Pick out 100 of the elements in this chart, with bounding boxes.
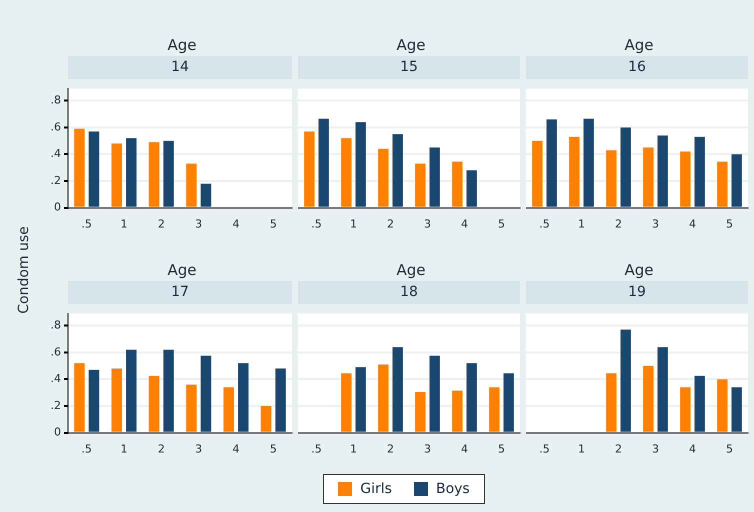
bar bbox=[466, 170, 477, 207]
x-tick-label: .5 bbox=[311, 442, 322, 456]
chart-title: Age bbox=[166, 260, 198, 281]
y-axis-title: Condom use bbox=[16, 226, 32, 314]
bar bbox=[304, 131, 314, 207]
bar bbox=[163, 350, 174, 432]
chart-subtitle: 14 bbox=[68, 56, 292, 79]
chart-title: Age bbox=[166, 35, 198, 56]
legend-label: Girls bbox=[360, 481, 392, 497]
bar bbox=[680, 387, 690, 432]
x-tick-label: 4 bbox=[461, 442, 468, 456]
bar bbox=[126, 138, 137, 207]
bar bbox=[504, 373, 514, 432]
x-tick-label: 5 bbox=[498, 442, 505, 456]
x-tick-label: 3 bbox=[424, 217, 431, 230]
bar bbox=[658, 347, 668, 432]
x-tick-label: 5 bbox=[270, 442, 277, 456]
bar bbox=[260, 406, 272, 432]
bar bbox=[238, 363, 249, 432]
y-tick-label: .8 bbox=[50, 94, 61, 107]
y-tick-label: 0 bbox=[54, 426, 61, 439]
x-tick-label: 1 bbox=[578, 217, 585, 230]
x-tick-label: 4 bbox=[232, 442, 240, 456]
y-tick-label: .4 bbox=[50, 372, 61, 386]
bar bbox=[200, 184, 212, 207]
bar bbox=[200, 356, 212, 432]
x-tick-label: 3 bbox=[652, 442, 659, 456]
x-tick-label: 2 bbox=[158, 217, 165, 230]
chart-subtitle: 16 bbox=[526, 56, 748, 79]
bar bbox=[88, 370, 100, 432]
bar bbox=[452, 162, 462, 207]
y-tick-label: 0 bbox=[54, 200, 61, 214]
x-tick-label: 2 bbox=[615, 442, 622, 456]
bar bbox=[318, 118, 329, 207]
bar bbox=[163, 140, 174, 207]
bar bbox=[732, 387, 742, 432]
bar bbox=[148, 142, 160, 207]
x-tick-label: .5 bbox=[81, 217, 92, 230]
x-tick-label: .5 bbox=[311, 217, 322, 230]
bar bbox=[223, 387, 234, 432]
bar bbox=[341, 138, 352, 207]
bar bbox=[356, 122, 366, 207]
x-tick-label: 3 bbox=[195, 217, 202, 230]
x-tick-label: 5 bbox=[726, 442, 733, 456]
bar bbox=[415, 164, 426, 207]
x-tick-label: 5 bbox=[498, 217, 505, 230]
y-tick-label: .6 bbox=[50, 345, 61, 358]
bar bbox=[392, 134, 403, 207]
bar bbox=[717, 379, 728, 432]
bar bbox=[378, 364, 388, 432]
x-tick-label: .5 bbox=[81, 442, 92, 456]
chart-subtitle: 18 bbox=[298, 281, 520, 304]
x-tick-label: .5 bbox=[539, 217, 550, 230]
bar bbox=[186, 164, 197, 207]
chart-title: Age bbox=[623, 260, 654, 281]
chart-subtitle: 19 bbox=[526, 281, 748, 304]
y-tick-label: .4 bbox=[50, 147, 61, 160]
bar bbox=[88, 131, 100, 207]
bar bbox=[452, 390, 462, 432]
x-tick-label: 1 bbox=[120, 217, 128, 230]
chart-title: Age bbox=[395, 260, 426, 281]
x-tick-label: .5 bbox=[539, 442, 550, 456]
bar bbox=[489, 387, 500, 432]
bar bbox=[643, 366, 654, 432]
chart-title: Age bbox=[623, 35, 654, 56]
x-tick-label: 1 bbox=[120, 442, 128, 456]
x-tick-label: 4 bbox=[461, 217, 468, 230]
x-tick-label: 3 bbox=[652, 217, 659, 230]
y-tick-label: .2 bbox=[50, 174, 61, 187]
bar bbox=[430, 148, 440, 207]
bar bbox=[74, 128, 85, 207]
bar bbox=[392, 347, 403, 432]
x-tick-label: 3 bbox=[424, 442, 431, 456]
x-tick-label: 4 bbox=[689, 217, 696, 230]
bar bbox=[356, 367, 366, 432]
x-tick-label: 2 bbox=[387, 442, 394, 456]
y-tick-label: .8 bbox=[50, 318, 61, 332]
x-tick-label: 2 bbox=[615, 217, 622, 230]
legend-label: Boys bbox=[436, 481, 470, 497]
x-tick-label: 2 bbox=[158, 442, 165, 456]
x-tick-label: 4 bbox=[689, 442, 696, 456]
bar bbox=[466, 363, 477, 432]
bar bbox=[694, 376, 705, 432]
x-tick-label: 1 bbox=[350, 217, 357, 230]
bar bbox=[275, 368, 286, 432]
chart-title: Age bbox=[395, 35, 426, 56]
bar bbox=[148, 376, 160, 432]
bar bbox=[415, 392, 426, 432]
chart-subtitle: 17 bbox=[68, 281, 292, 304]
bar bbox=[341, 373, 352, 432]
x-tick-label: 4 bbox=[232, 217, 240, 230]
bar bbox=[620, 330, 631, 432]
chart-subtitle: 15 bbox=[298, 56, 520, 79]
y-tick-label: .6 bbox=[50, 120, 61, 134]
x-tick-label: 2 bbox=[387, 217, 394, 230]
bar bbox=[111, 144, 122, 207]
bar bbox=[111, 368, 122, 432]
x-tick-label: 5 bbox=[270, 217, 277, 230]
bar bbox=[186, 384, 197, 432]
bar bbox=[606, 373, 616, 432]
